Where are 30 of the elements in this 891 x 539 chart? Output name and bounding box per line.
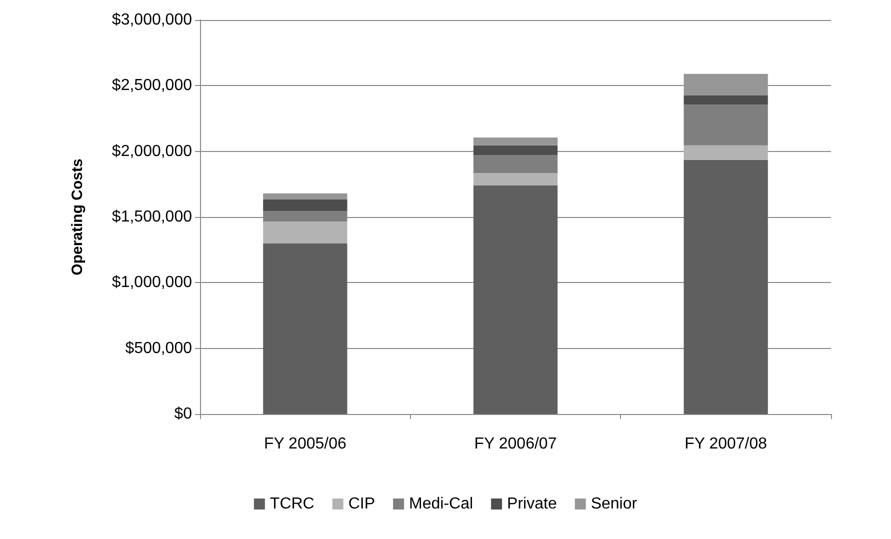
bar [684,145,768,160]
y-tick-label: $1,500,000 [112,208,192,226]
x-tick-label: FY 2007/08 [684,436,768,452]
bar [473,138,558,146]
bar [684,74,768,96]
bar [473,185,558,414]
legend-label: Private [507,496,557,512]
bar [473,145,558,156]
bar [684,104,768,146]
bar [473,173,558,186]
y-tick-label: $3,000,000 [112,12,192,28]
bar [684,96,768,105]
x-tick-label: FY 2005/06 [264,436,346,452]
bar [684,160,768,414]
bar [263,222,348,244]
legend-label: CIP [348,496,376,512]
y-tick-label: $2,500,000 [112,77,192,94]
y-tick-label: $500,000 [125,340,192,357]
legend-label: Senior [590,496,638,512]
y-tick-label: $0 [174,406,192,422]
bar [473,155,558,174]
bar [263,193,348,200]
y-tick-label: $1,000,000 [112,274,192,292]
legend-label: Medi-Cal [409,496,474,512]
y-axis-title: Operating Costs [69,158,86,276]
legend-label: TCRC [270,496,314,512]
y-tick-label: $2,000,000 [112,142,192,160]
x-tick-label: FY 2006/07 [474,436,557,452]
bar [263,243,348,414]
bar [263,199,348,212]
